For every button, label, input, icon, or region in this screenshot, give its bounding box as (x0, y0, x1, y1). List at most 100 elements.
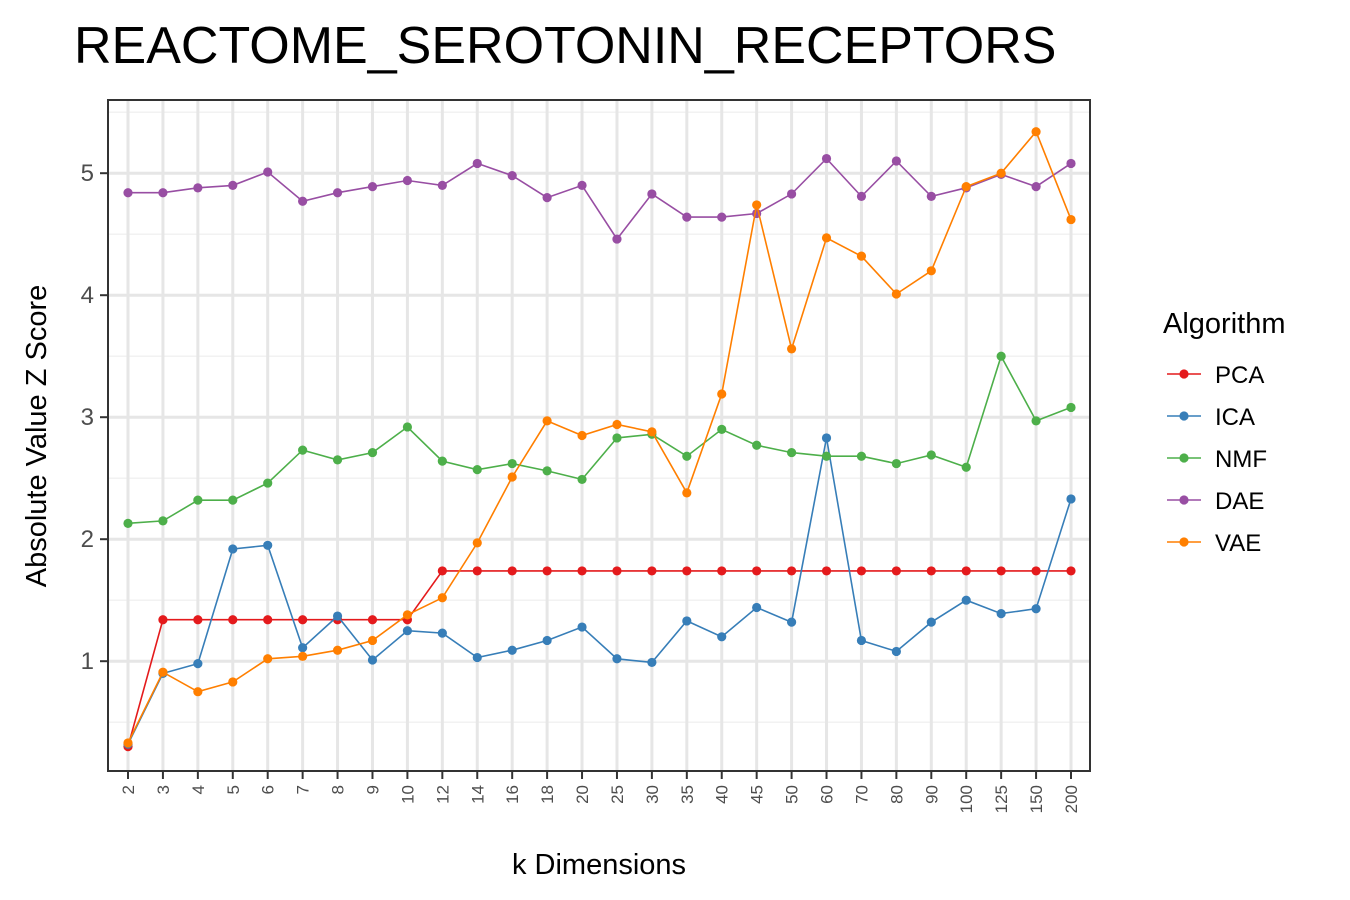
data-point-dae (542, 193, 552, 203)
data-point-nmf (1066, 402, 1076, 413)
y-tick-label: 3 (81, 404, 94, 431)
data-point-vae (507, 472, 517, 482)
data-point-vae (926, 266, 936, 276)
data-point-vae (856, 251, 867, 261)
data-point-dae (332, 188, 343, 198)
data-point-nmf (402, 422, 413, 432)
data-point-ica (298, 643, 308, 653)
data-point-dae (717, 212, 727, 222)
x-tick-label: 2 (119, 785, 138, 794)
series-line-nmf (127, 354, 1072, 525)
data-point-ica (577, 622, 587, 632)
legend-marker (1179, 453, 1189, 463)
x-tick-label: 10 (398, 785, 417, 804)
series-line-vae (127, 130, 1072, 744)
data-point-pca (682, 566, 692, 576)
data-point-pca (786, 566, 797, 576)
x-tick-label: 30 (643, 785, 662, 804)
y-tick-label: 2 (81, 526, 94, 553)
legend-marker (1179, 411, 1189, 421)
data-point-vae (472, 538, 482, 548)
data-point-dae (1031, 182, 1041, 192)
x-tick-label: 60 (818, 785, 837, 804)
data-point-dae (402, 175, 413, 186)
data-point-dae (682, 212, 692, 222)
data-point-pca (298, 615, 308, 625)
data-point-ica (856, 635, 867, 646)
y-tick-label: 4 (81, 282, 94, 309)
legend-marker (1179, 495, 1189, 505)
data-point-ica (717, 632, 727, 642)
data-point-pca (193, 615, 203, 625)
data-point-pca (961, 566, 971, 576)
x-tick-label: 80 (887, 785, 906, 804)
x-tick-label: 8 (329, 785, 348, 794)
data-point-nmf (891, 458, 901, 469)
legend-marker (1179, 369, 1189, 379)
data-point-dae (193, 183, 203, 193)
data-point-vae (228, 677, 238, 687)
data-point-nmf (856, 451, 867, 461)
data-point-nmf (821, 451, 832, 461)
data-point-dae (123, 188, 133, 198)
legend-label: VAE (1215, 530, 1261, 557)
data-point-vae (961, 182, 971, 192)
x-tick-label: 4 (189, 785, 208, 794)
data-point-pca (821, 566, 832, 576)
series-line-dae (128, 157, 1072, 241)
series-layer (123, 127, 1076, 752)
data-point-vae (542, 416, 552, 426)
data-point-nmf (752, 440, 762, 450)
x-tick-label: 20 (573, 785, 592, 804)
series-vae (123, 127, 1076, 748)
data-point-nmf (961, 462, 971, 472)
data-point-ica (263, 540, 273, 550)
data-point-dae (891, 156, 901, 166)
data-point-vae (158, 667, 168, 677)
chart-title: REACTOME_SEROTONIN_RECEPTORS (74, 17, 1056, 75)
data-point-ica (891, 646, 901, 657)
data-point-dae (228, 180, 238, 190)
data-point-dae (507, 171, 517, 181)
data-point-dae (856, 191, 867, 201)
plot-panel-border (107, 99, 1091, 772)
x-tick-label: 100 (957, 785, 976, 813)
data-point-nmf (158, 516, 168, 526)
data-point-vae (263, 654, 273, 664)
x-tick-label: 40 (713, 785, 732, 804)
data-point-dae (926, 191, 936, 201)
data-point-pca (647, 566, 657, 576)
data-point-vae (891, 289, 901, 299)
legend-item-vae: VAE (1167, 530, 1261, 557)
x-tick-label: 7 (294, 785, 313, 794)
grid (108, 100, 1090, 771)
data-point-ica (507, 645, 517, 655)
data-point-ica (542, 635, 552, 646)
data-point-vae (577, 430, 587, 441)
data-point-nmf (123, 518, 133, 528)
y-tick-label: 1 (81, 648, 94, 675)
legend-title: Algorithm (1163, 308, 1286, 340)
data-point-nmf (332, 455, 343, 465)
data-point-nmf (298, 445, 308, 455)
data-point-ica (402, 626, 413, 636)
data-point-ica (821, 433, 832, 443)
legend-item-nmf: NMF (1167, 446, 1267, 473)
data-point-nmf (926, 450, 936, 460)
data-point-ica (193, 659, 203, 669)
data-point-ica (612, 654, 622, 664)
data-point-pca (542, 566, 552, 576)
x-tick-label: 90 (922, 785, 941, 804)
data-point-vae (752, 200, 762, 210)
x-tick-label: 12 (433, 785, 452, 804)
data-point-pca (577, 566, 587, 576)
series-line-ica (127, 437, 1072, 745)
data-point-pca (472, 566, 482, 576)
data-point-pca (752, 566, 762, 576)
legend-item-pca: PCA (1167, 362, 1264, 389)
x-tick-label: 35 (678, 785, 697, 804)
x-tick-label: 6 (259, 785, 278, 794)
data-point-ica (367, 655, 378, 665)
